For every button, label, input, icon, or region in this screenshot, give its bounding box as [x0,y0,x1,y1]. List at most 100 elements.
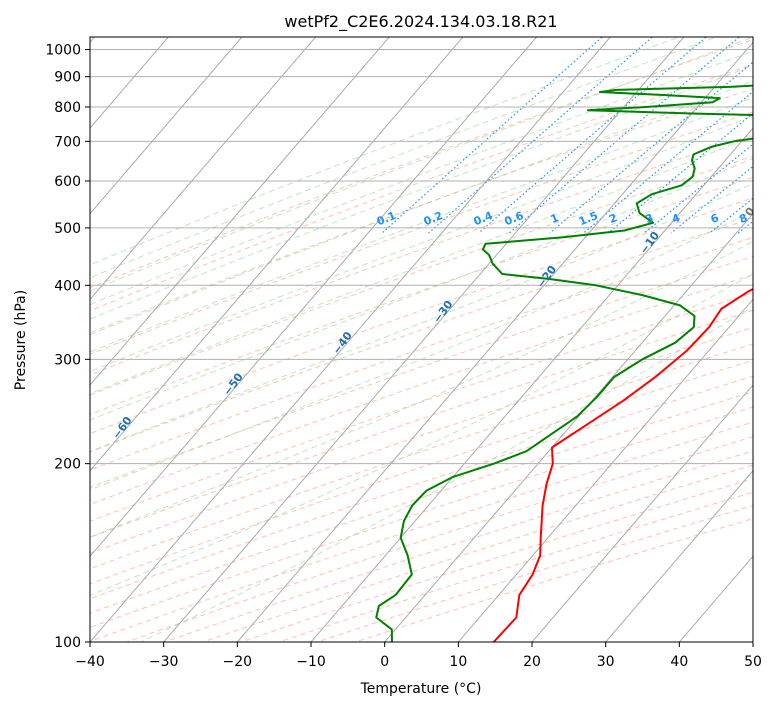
isotherm-label: 0 [743,205,758,219]
moist-adiabat [90,80,753,336]
isotherm-label: −30 [431,298,456,326]
x-tick-label: −20 [223,654,253,670]
moist-adiabat [90,115,753,372]
mixing-ratio-line [508,37,741,234]
isotherm-line [384,212,753,642]
isotherm-label: −20 [534,263,559,291]
dry-adiabat [90,375,753,600]
dry-adiabat [90,343,753,570]
mixing-ratio-line [478,37,708,234]
mixing-ratio-label: 1 [549,211,561,226]
mixing-ratio-label: 1.5 [577,209,600,228]
x-tick-label: 30 [597,654,615,670]
isotherm-line [531,384,753,642]
mixing-ratio-label: 6 [709,211,721,226]
x-tick-label: 20 [523,654,541,670]
dry-adiabat [90,406,753,629]
dry-adiabat [90,111,753,355]
moist-adiabat [90,135,753,395]
dry-adiabat [90,255,753,489]
isotherm-label: −40 [330,329,355,357]
y-tick-label: 100 [54,635,81,651]
grid-lines [90,37,753,642]
isotherm-line [678,555,753,642]
dry-adiabat [90,176,753,416]
mixing-ratio-label: 10 [757,210,775,228]
x-tick-label: −40 [75,654,105,670]
isotherm-line [163,37,685,642]
mixing-ratio-label: 4 [670,211,682,226]
dry-adiabat [90,155,753,396]
y-tick-label: 1000 [45,43,81,59]
dry-adiabat [90,197,753,435]
isotherm-line [90,37,243,215]
moist-adiabat [90,37,718,279]
moist-adiabat [90,65,753,320]
isotherm-line [752,641,753,642]
moist-adiabat [90,50,753,306]
dry-adiabat [315,505,753,642]
isotherm-line [236,41,753,642]
dry-adiabat [90,292,753,522]
y-tick-label: 600 [54,174,81,190]
isotherm-line [605,469,753,642]
data-series [375,84,753,642]
moist-adiabat [90,240,753,538]
y-tick-label: 800 [54,100,81,116]
background-lines [90,35,775,642]
chart-title: wetPf2_C2E6.2024.134.03.18.R21 [284,12,557,32]
y-tick-label: 900 [54,70,81,86]
isotherm-label: −70 [0,480,4,508]
moist-adiabat [90,273,753,596]
mixing-ratio-label: 0.1 [375,209,398,228]
dry-adiabat [90,274,753,506]
x-tick-label: −30 [149,654,179,670]
dry-adiabat [239,478,753,642]
mixing-ratio-label: 3 [643,211,655,226]
dry-adiabat [90,63,753,312]
x-tick-label: 40 [670,654,688,670]
dry-adiabat [90,88,753,334]
mixing-ratio-label: 2 [607,211,619,226]
y-axis-ticks: 100 200 300 400 500 600 700 800 900 1000 [45,43,90,651]
isotherm-line [90,37,317,301]
mixing-ratio-line [607,112,753,234]
moist-adiabat [90,157,753,421]
moist-adiabat [140,306,753,642]
dry-adiabat [90,359,753,585]
y-tick-label: 500 [54,221,81,237]
y-tick-label: 700 [54,134,81,150]
y-tick-label: 400 [54,278,81,294]
isotherm-line [90,37,390,386]
dry-adiabat [90,39,753,289]
isotherm-line [90,37,538,558]
dry-adiabat [163,450,753,642]
dry-adiabat [90,309,753,538]
mixing-ratio-line [709,197,753,234]
x-tick-label: 10 [449,654,467,670]
moist-adiabat [90,210,753,491]
dry-adiabat [277,491,753,642]
dry-adiabat [90,391,753,614]
mixing-ratio-line [670,165,753,234]
x-tick-label: −10 [296,654,326,670]
temperature-profile-line [492,287,753,642]
dry-adiabat [90,133,753,376]
x-tick-label: 50 [744,654,762,670]
mixing-ratio-line [737,220,753,234]
isotherm-line [90,37,611,642]
mixing-ratio-line [381,37,604,234]
mixing-ratio-label: 8 [737,211,749,226]
mixing-ratio-label: 0.4 [472,209,495,228]
x-axis-ticks: −40 −30 −20 −10 0 10 20 30 40 50 [75,642,762,670]
x-tick-label: 0 [380,654,389,670]
y-tick-label: 200 [54,457,81,473]
dry-adiabat [90,217,753,453]
isotherm-label: −10 [637,229,662,257]
dry-adiabat [90,326,753,554]
isotherm-line [310,127,753,642]
dewpoint-profile-line [375,84,753,642]
dry-adiabat [90,421,753,642]
mixing-ratio-line [761,35,775,234]
